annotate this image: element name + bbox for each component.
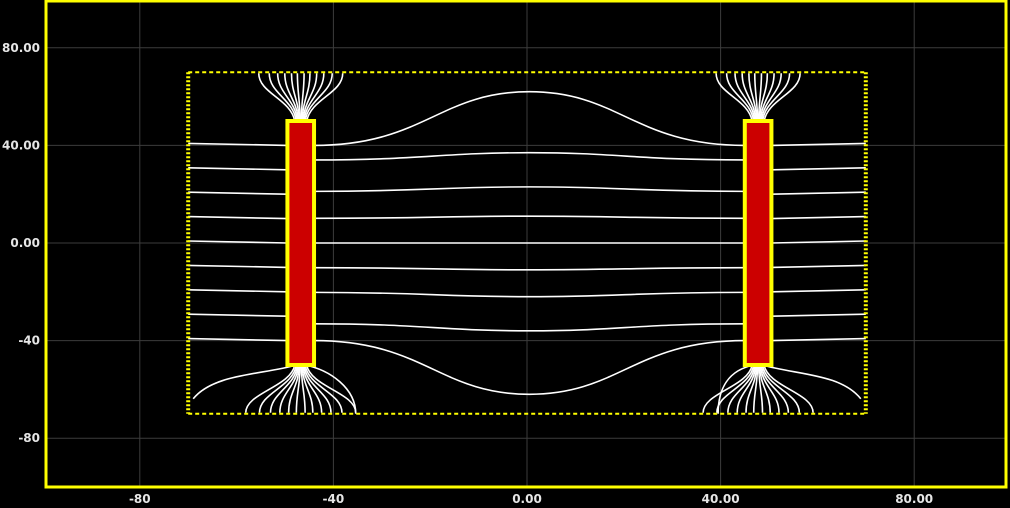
field-line-fan — [304, 364, 343, 413]
field-line-fan — [727, 364, 756, 413]
field-line-fan — [736, 364, 757, 413]
field-line-right — [771, 337, 866, 342]
field-line-fan — [290, 73, 301, 122]
field-line-fan — [279, 364, 300, 413]
field-line-left — [188, 142, 288, 147]
y-tick-labels: 80.00 40.00 0.00 -40 -80 — [2, 41, 40, 445]
field-line-fan — [748, 73, 758, 122]
field-line-left — [188, 167, 288, 171]
field-line-fan — [763, 73, 801, 122]
field-line-fan — [302, 73, 318, 122]
field-line-right — [771, 167, 866, 171]
field-line-fan — [761, 364, 862, 400]
field-line-fan — [300, 364, 306, 413]
field-line-center — [314, 151, 745, 161]
field-line-right — [771, 289, 866, 293]
field-line-left — [188, 240, 288, 244]
field-line-center — [314, 266, 745, 271]
field-line-center — [314, 339, 745, 396]
x-tick-label: 80.00 — [895, 492, 933, 506]
field-line-right — [771, 264, 866, 269]
field-line-fan — [745, 364, 758, 413]
field-line-right — [771, 240, 866, 244]
field-line-left — [188, 313, 288, 317]
y-tick-label: 40.00 — [2, 138, 40, 152]
field-line-fan — [268, 73, 298, 122]
field-line-fan — [283, 73, 300, 122]
field-line-fan — [295, 364, 302, 413]
field-line-fan — [758, 73, 769, 122]
field-line-fan — [741, 73, 757, 122]
field-line-fan — [757, 364, 764, 413]
field-line-fan — [702, 364, 753, 413]
field-line-right — [771, 313, 866, 317]
field-line-fan — [757, 73, 763, 122]
field-line-fan — [715, 73, 753, 122]
field-line-fan — [244, 364, 296, 413]
field-line-fan — [753, 73, 759, 122]
field-line-fan — [759, 364, 780, 413]
plot-frame — [44, 0, 1008, 489]
x-tick-label: -40 — [323, 492, 345, 506]
field-line-left — [188, 215, 288, 220]
field-line-left — [188, 191, 288, 195]
field-line-fan — [759, 73, 775, 122]
field-line-fan — [303, 73, 325, 122]
field-line-fan — [301, 364, 314, 413]
field-line-fan — [192, 364, 297, 400]
field-line-fan — [304, 73, 334, 122]
x-tick-label: 40.00 — [702, 492, 740, 506]
field-line-left — [188, 337, 288, 342]
x-tick-labels: -80 -40 0.00 40.00 80.00 — [129, 492, 933, 506]
field-line-right — [771, 215, 866, 220]
field-line-fan — [303, 364, 332, 413]
field-line-fan — [760, 364, 790, 413]
field-line-center — [314, 323, 745, 332]
field-line-fan — [758, 364, 772, 413]
y-tick-label: 80.00 — [2, 41, 40, 55]
field-line-left — [188, 264, 288, 269]
field-line-fan — [257, 73, 296, 122]
field-line-center — [314, 215, 745, 220]
field-line-fan — [763, 364, 814, 413]
field-line-fan — [760, 73, 783, 122]
field-line-left — [188, 289, 288, 293]
y-tick-label: -80 — [18, 431, 40, 445]
field-line-fan — [301, 73, 311, 122]
x-tick-label: 0.00 — [512, 492, 542, 506]
field-line-fan — [305, 364, 357, 413]
field-line-right — [771, 142, 866, 147]
field-line-fan — [287, 364, 301, 413]
domain-boundary — [186, 71, 868, 415]
field-line-fan — [761, 364, 801, 413]
field-lines — [188, 73, 866, 414]
field-line-center — [314, 186, 745, 193]
y-tick-label: 0.00 — [10, 236, 40, 250]
x-tick-label: -80 — [129, 492, 151, 506]
field-line-fan — [761, 73, 791, 122]
field-line-fan — [302, 364, 323, 413]
field-line-fan — [276, 73, 299, 122]
field-line-right — [771, 191, 866, 195]
magnets — [285, 119, 774, 367]
field-line-fan — [300, 73, 305, 122]
field-line-center — [314, 291, 745, 298]
field-line-fan — [269, 364, 299, 413]
field-line-fan — [296, 73, 302, 122]
field-line-fan — [734, 73, 756, 122]
field-line-fan — [725, 73, 755, 122]
field-line-center — [314, 90, 745, 147]
field-line-fan — [258, 364, 298, 413]
field-line-fan — [752, 364, 759, 413]
magnet-left — [285, 119, 317, 367]
field-line-fan — [305, 73, 344, 122]
grid-lines — [46, 1, 1006, 487]
magnet-right — [742, 119, 774, 367]
y-tick-label: -40 — [18, 334, 40, 348]
